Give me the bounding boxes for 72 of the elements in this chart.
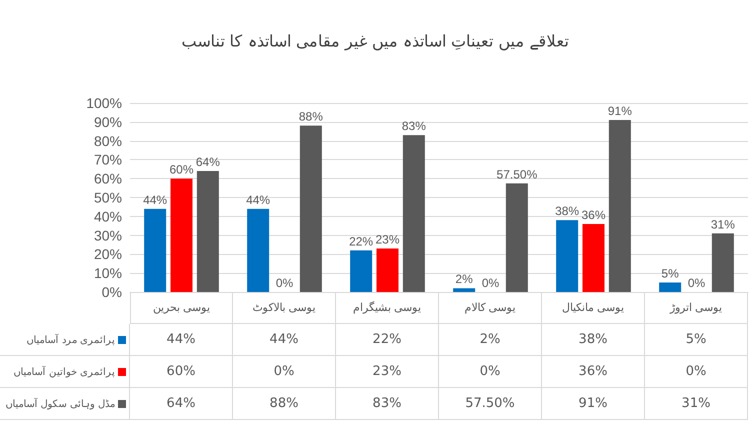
text: 57.50%: [496, 167, 538, 182]
data-label: 44%: [130, 324, 233, 356]
x-tick-label: یوسی بالاکوٹ: [233, 292, 336, 324]
text: 38%: [555, 204, 580, 218]
data-label: 44%: [233, 324, 336, 356]
x-tick-label: یوسی مانکیال: [542, 292, 645, 324]
data-label: 31%: [645, 388, 748, 420]
y-tick-label: 90%: [94, 114, 122, 130]
text: 0%: [688, 276, 706, 290]
bar: [608, 120, 631, 292]
x-tick-label: یوسی کالام: [439, 292, 542, 324]
data-label: 91%: [542, 388, 645, 420]
y-tick-label: 70%: [94, 152, 122, 168]
x-tick-label: یوسی بشیگرام: [336, 292, 439, 324]
data-label: 36%: [542, 356, 645, 388]
bar: [196, 171, 219, 292]
data-label: 0%: [439, 356, 542, 388]
text: 44%: [246, 192, 270, 207]
x-tick-label: یوسی بحرین: [130, 292, 233, 324]
data-label: 5%: [645, 324, 748, 356]
y-tick-label: 50%: [94, 190, 122, 206]
text: 60%: [169, 162, 194, 177]
bar: [144, 208, 166, 292]
bar: [453, 288, 476, 292]
y-tick-label: 60%: [94, 170, 122, 187]
text: 31%: [710, 217, 735, 232]
legend-label: پرائمری مرد آسامیاں: [26, 334, 115, 346]
y-tick-label: 80%: [94, 132, 122, 149]
text: 88%: [298, 110, 323, 124]
bar: [350, 250, 372, 292]
text: 83%: [402, 119, 426, 134]
data-label: 23%: [336, 356, 439, 388]
data-label: 60%: [130, 356, 233, 388]
text: 36%: [581, 208, 606, 222]
bar: [247, 208, 270, 292]
bar: [376, 248, 398, 292]
text: 44%: [143, 192, 168, 207]
bar: [659, 282, 682, 292]
text: 64%: [196, 155, 220, 170]
chart-title: تعلاقے میں تعیناتِ اساتذہ میں غیر مقامی اساتذہ کا تناسب: [182, 32, 568, 50]
bar: [170, 178, 192, 292]
bar: [300, 126, 322, 292]
bar: [402, 135, 425, 292]
data-label: 0%: [645, 356, 748, 388]
y-tick-label: 20%: [94, 246, 122, 262]
data-label: 0%: [233, 356, 336, 388]
data-label: 64%: [130, 388, 233, 420]
bar: [556, 220, 578, 292]
text: 0%: [482, 276, 500, 290]
data-label: 57.50%: [439, 388, 542, 420]
data-label: 88%: [233, 388, 336, 420]
x-tick-label: یوسی اتروڑ: [645, 292, 748, 324]
text: 2%: [455, 272, 473, 286]
text: 0%: [276, 276, 294, 290]
data-label: 2%: [439, 324, 542, 356]
data-label: 38%: [542, 324, 645, 356]
bar: [582, 224, 604, 292]
y-tick-label: 30%: [94, 227, 122, 244]
legend-label: پرائمری خواتین آسامیاں: [14, 366, 115, 378]
y-tick-label: 10%: [94, 265, 122, 282]
bar: [712, 233, 734, 292]
text: 23%: [375, 232, 400, 247]
bar: [506, 183, 528, 292]
text: 22%: [349, 234, 374, 248]
text: 5%: [661, 266, 679, 281]
y-tick-label: 100%: [86, 95, 122, 111]
y-tick-label: 40%: [94, 208, 122, 224]
legend-label: مڈل وہائی سکول آسامیاں: [5, 398, 115, 410]
text: 91%: [608, 104, 632, 118]
data-label: 22%: [336, 324, 439, 356]
data-label: 83%: [336, 388, 439, 420]
y-tick-label: 0%: [102, 284, 122, 300]
